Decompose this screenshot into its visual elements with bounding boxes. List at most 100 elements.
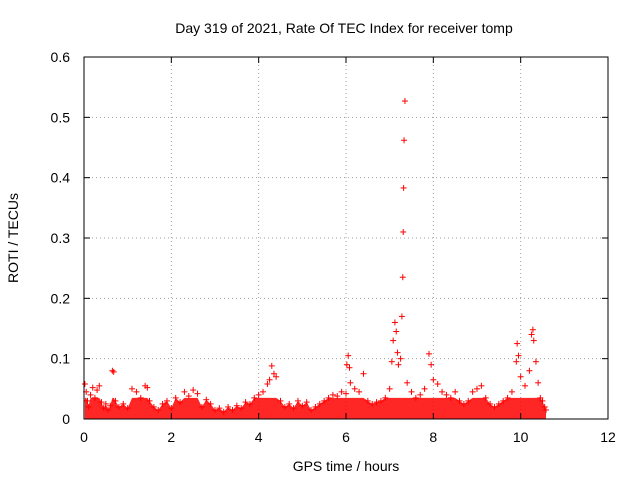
x-tick-label: 10 [513,429,529,445]
data-point [529,326,536,333]
data-point [299,402,306,409]
data-point [110,368,117,375]
data-point [343,361,350,368]
data-point [233,402,240,409]
data-point [412,394,419,401]
data-point [277,397,284,404]
grid-layer [84,57,608,419]
data-point [264,381,271,388]
x-tick-label: 8 [429,429,437,445]
data-point [115,403,122,410]
data-point [190,387,197,394]
data-point [393,328,400,335]
data-point [286,400,293,407]
data-point [238,405,245,412]
data-point [168,405,175,412]
data-points-layer [81,98,549,415]
data-point [478,382,485,389]
data-point [203,396,210,403]
data-point [401,98,408,105]
data-point [159,400,166,407]
data-point [401,137,408,144]
data-point [399,274,406,281]
data-point [144,384,151,391]
data-point [474,385,480,392]
x-tick-label: 2 [167,429,175,445]
data-point [105,406,112,413]
y-tick-label: 0.6 [51,49,71,65]
data-point [303,399,310,406]
data-point [397,355,404,362]
data-point [316,400,323,407]
y-axis-label: ROTI / TECUs [5,193,21,283]
data-point [225,403,232,410]
data-point [430,376,437,383]
data-point [85,403,92,410]
data-point [133,388,140,395]
y-tick-label: 0.5 [51,109,71,125]
data-point [487,400,494,407]
data-point [532,358,539,365]
x-tick-label: 6 [342,429,350,445]
data-point [98,399,105,406]
data-point [308,406,315,413]
data-point [390,337,397,344]
data-point [345,352,352,359]
data-point [229,406,236,413]
data-point [177,399,184,406]
data-point [513,358,520,365]
data-point [329,391,336,398]
data-point [220,408,227,415]
data-point [94,387,101,394]
data-point [434,381,441,388]
data-point [194,390,201,397]
data-point [356,388,363,395]
data-point [172,394,179,401]
data-point [398,313,405,320]
data-point [528,331,535,338]
data-point [96,382,103,389]
data-point [447,394,454,401]
data-point [268,362,275,369]
data-point [290,405,297,412]
data-point [465,397,472,404]
y-tick-label: 0.4 [51,170,71,186]
x-tick-label: 4 [255,429,263,445]
y-tick-label: 0.1 [51,351,71,367]
data-point [388,358,395,365]
data-point [84,397,91,404]
data-point [373,399,380,406]
data-point [294,397,301,404]
data-point [137,394,144,401]
data-point [360,370,367,377]
data-point [369,400,376,407]
data-point [395,361,402,368]
data-point [100,405,107,412]
data-point [155,406,162,413]
data-point [321,397,328,404]
chart-title: Day 319 of 2021, Rate Of TEC Index for r… [175,20,513,36]
data-point [343,390,349,397]
data-point [109,367,116,374]
data-point [522,382,529,389]
data-point [273,373,280,380]
data-point [129,385,136,392]
x-axis-label: GPS time / hours [293,458,400,474]
data-point [514,340,521,347]
data-point [216,405,223,412]
data-point [102,400,109,407]
data-point [452,388,459,395]
data-point [535,379,542,386]
data-point [181,388,188,395]
data-point [89,384,96,391]
data-point [334,393,341,400]
data-point [517,373,524,380]
data-point [347,379,354,386]
data-point [87,391,94,398]
data-point [530,337,537,344]
data-point [508,388,515,395]
data-point [377,397,384,404]
data-point [425,350,432,357]
